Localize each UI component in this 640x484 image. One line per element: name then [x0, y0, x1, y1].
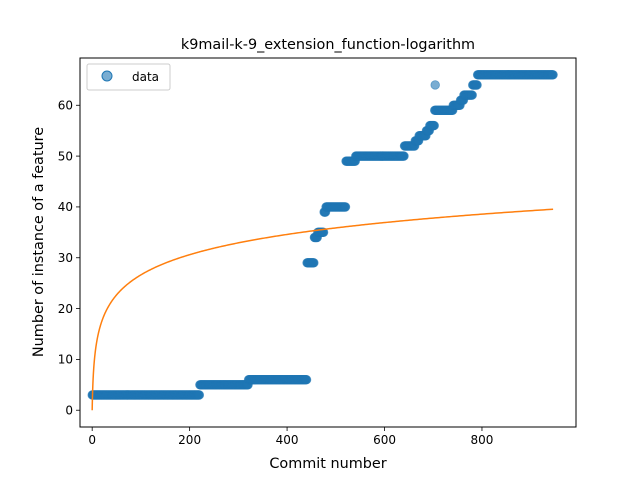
x-axis-label: Commit number: [269, 456, 386, 472]
x-tick-label: 0: [88, 433, 96, 447]
data-point: [429, 120, 439, 131]
data-point: [399, 151, 409, 161]
data-point: [309, 258, 319, 268]
x-tick-label: 600: [373, 433, 396, 447]
data-point: [472, 80, 482, 90]
y-axis: 0 10 20 30 40 50 60: [58, 99, 80, 418]
legend-box: [86, 63, 171, 91]
legend-label-data: data: [132, 70, 159, 84]
y-tick-label: 40: [58, 200, 73, 214]
chart-title: k9mail-k-9_extension_function-logarithm: [181, 37, 475, 53]
data-point: [194, 390, 205, 400]
x-tick-label: 800: [471, 433, 494, 447]
x-tick-label: 400: [276, 433, 299, 447]
x-axis: 0 200 400 600 800: [88, 427, 493, 447]
data-point: [548, 70, 558, 80]
y-tick-label: 50: [58, 149, 73, 163]
legend: data: [86, 63, 171, 91]
y-tick-label: 10: [58, 353, 73, 367]
data-point: [340, 202, 351, 212]
y-tick-label: 20: [58, 302, 73, 316]
x-tick-label: 200: [178, 433, 201, 447]
data-point: [301, 375, 312, 385]
y-tick-label: 60: [58, 99, 73, 113]
legend-marker-data: [101, 70, 113, 82]
y-axis-label: Number of instance of a feature: [31, 127, 47, 357]
data-point-outlier: [430, 80, 440, 90]
data-point: [467, 90, 477, 100]
axes-frame: [79, 57, 577, 428]
plot-area: [87, 70, 558, 411]
fit-line: [91, 208, 554, 411]
y-tick-label: 0: [65, 404, 73, 418]
y-tick-label: 30: [58, 251, 73, 265]
